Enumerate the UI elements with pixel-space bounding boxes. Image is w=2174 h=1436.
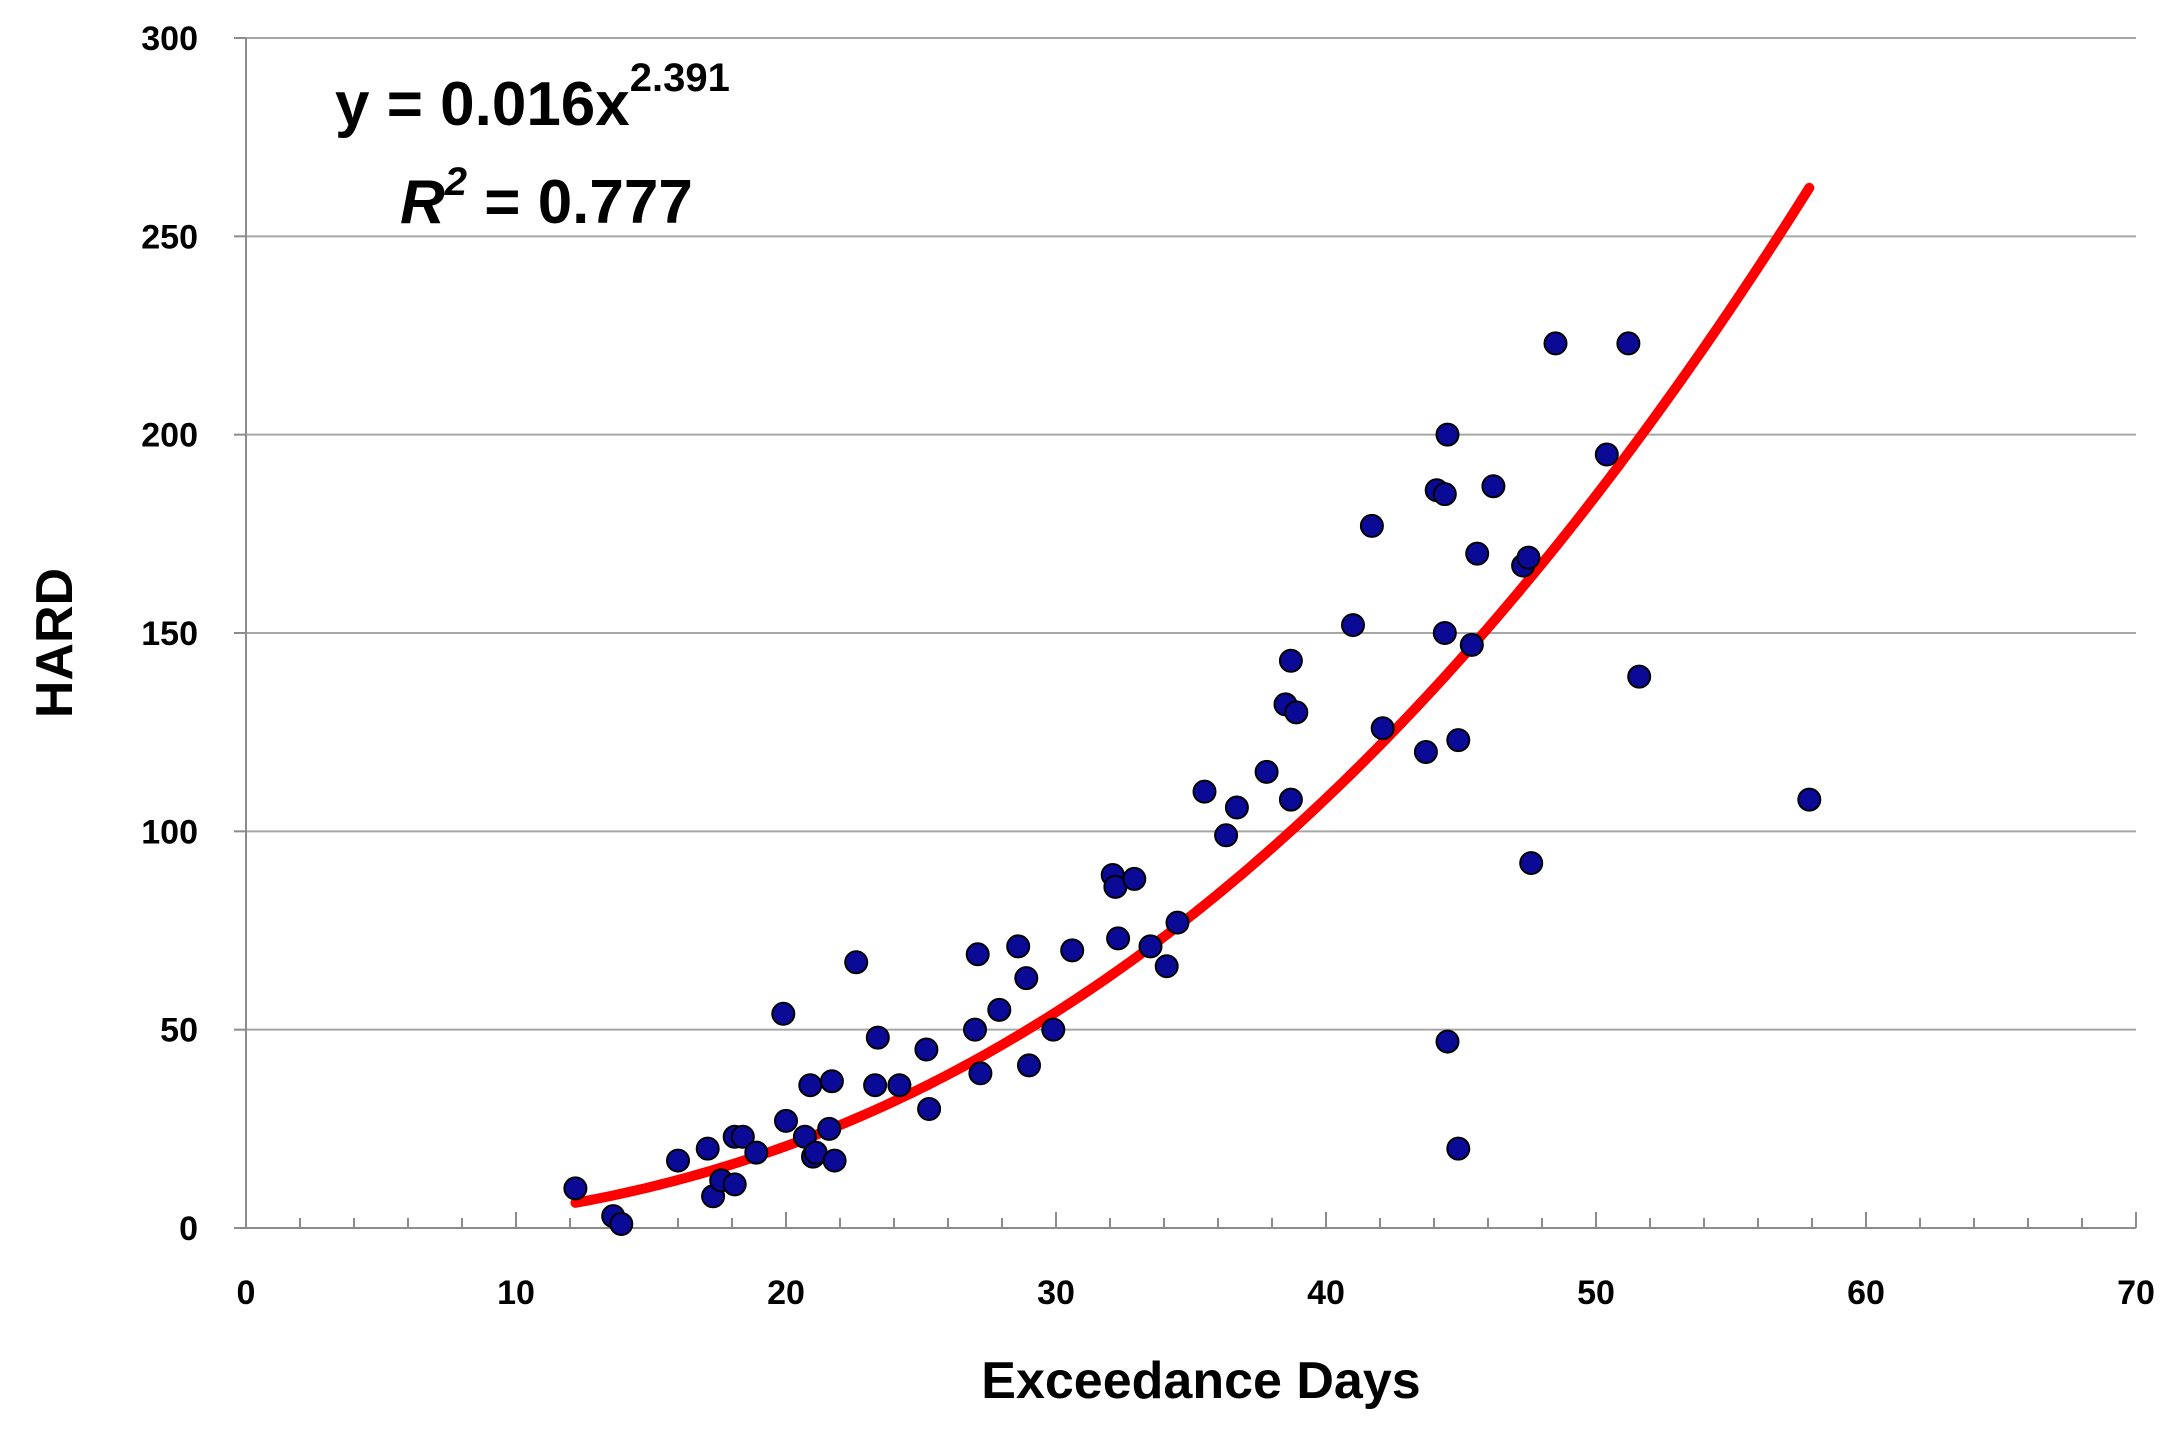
r-squared-value: = 0.777 bbox=[467, 168, 693, 237]
data-points bbox=[563, 331, 1822, 1237]
data-point-48 bbox=[1278, 787, 1303, 812]
data-point-45 bbox=[1254, 759, 1279, 784]
data-point-58 bbox=[1435, 1029, 1460, 1054]
data-point-34 bbox=[1060, 938, 1085, 963]
data-point-68 bbox=[1594, 442, 1619, 467]
grid-lines bbox=[246, 37, 2136, 1031]
data-point-49 bbox=[1284, 700, 1309, 725]
data-point-3 bbox=[666, 1148, 690, 1173]
data-point-42 bbox=[1192, 779, 1217, 804]
data-point-0 bbox=[563, 1176, 588, 1201]
data-point-33 bbox=[1041, 1017, 1066, 1042]
data-point-27 bbox=[965, 942, 990, 967]
data-point-22 bbox=[865, 1025, 890, 1050]
data-point-14 bbox=[798, 1073, 823, 1098]
equation-prefix: y = 0.016x bbox=[335, 70, 630, 139]
data-point-65 bbox=[1516, 545, 1541, 570]
data-point-9 bbox=[730, 1124, 755, 1149]
data-point-20 bbox=[844, 950, 869, 975]
y-tick-label-250: 250 bbox=[141, 218, 198, 256]
x-tick-label-30: 30 bbox=[1037, 1274, 1075, 1312]
y-axis-title: HARD bbox=[26, 568, 84, 718]
data-point-32 bbox=[1017, 1053, 1041, 1078]
data-point-66 bbox=[1519, 851, 1544, 876]
data-point-60 bbox=[1446, 1136, 1471, 1161]
data-point-31 bbox=[1014, 966, 1039, 991]
data-point-43 bbox=[1214, 823, 1239, 848]
data-point-4 bbox=[695, 1136, 720, 1161]
data-point-17 bbox=[817, 1116, 842, 1141]
data-point-57 bbox=[1435, 422, 1460, 447]
y-tick-label-300: 300 bbox=[141, 20, 198, 58]
y-tick-label-150: 150 bbox=[141, 615, 198, 653]
data-point-61 bbox=[1459, 632, 1484, 657]
data-point-59 bbox=[1446, 728, 1471, 753]
data-point-23 bbox=[887, 1073, 912, 1098]
data-point-38 bbox=[1122, 866, 1147, 891]
x-tick-label-10: 10 bbox=[497, 1274, 535, 1312]
data-point-12 bbox=[774, 1108, 798, 1133]
x-tick-label-20: 20 bbox=[767, 1274, 805, 1312]
data-point-10 bbox=[744, 1140, 769, 1165]
power-trendline bbox=[570, 182, 1815, 1208]
data-point-11 bbox=[771, 1001, 796, 1026]
data-point-19 bbox=[822, 1148, 847, 1173]
data-point-51 bbox=[1359, 513, 1384, 538]
data-point-8 bbox=[722, 1172, 747, 1197]
data-point-39 bbox=[1138, 934, 1163, 959]
data-point-67 bbox=[1543, 331, 1568, 356]
x-tick-label-50: 50 bbox=[1577, 1274, 1615, 1312]
data-point-44 bbox=[1224, 795, 1249, 820]
data-point-50 bbox=[1341, 613, 1365, 638]
x-tick-label-60: 60 bbox=[1847, 1274, 1885, 1312]
x-axis-title: Exceedance Days bbox=[981, 1352, 1420, 1410]
equation-exponent: 2.391 bbox=[630, 56, 730, 100]
data-point-26 bbox=[963, 1017, 987, 1042]
trendline-equation: y = 0.016x2.391 bbox=[335, 56, 730, 139]
data-point-52 bbox=[1370, 716, 1395, 741]
data-point-18 bbox=[819, 1069, 844, 1094]
y-tick-label-200: 200 bbox=[141, 417, 198, 455]
data-point-41 bbox=[1165, 910, 1190, 935]
data-point-71 bbox=[1797, 787, 1822, 812]
data-point-47 bbox=[1278, 648, 1303, 673]
x-tick-label-40: 40 bbox=[1307, 1274, 1345, 1312]
r-squared-power: 2 bbox=[444, 160, 467, 204]
y-tick-label-100: 100 bbox=[141, 813, 198, 851]
data-point-2 bbox=[609, 1212, 634, 1237]
data-point-70 bbox=[1627, 664, 1652, 689]
data-point-69 bbox=[1616, 331, 1641, 356]
trendline-group bbox=[570, 182, 1815, 1208]
r-squared: R2 = 0.777 bbox=[400, 160, 693, 237]
data-point-53 bbox=[1413, 740, 1438, 764]
y-tick-labels: 0 50 100 150 200 250 300 bbox=[141, 20, 198, 1248]
x-tick-label-70: 70 bbox=[2117, 1274, 2155, 1312]
data-point-25 bbox=[917, 1097, 942, 1121]
y-tick-label-50: 50 bbox=[160, 1012, 198, 1050]
data-point-21 bbox=[863, 1073, 888, 1098]
x-tick-labels: 0 10 20 30 40 50 60 70 bbox=[237, 1274, 2155, 1312]
tick-marks bbox=[234, 37, 2137, 1229]
data-point-40 bbox=[1154, 954, 1179, 979]
data-point-30 bbox=[1006, 934, 1031, 959]
x-tick-label-0: 0 bbox=[237, 1274, 256, 1312]
data-point-56 bbox=[1432, 621, 1457, 645]
data-point-62 bbox=[1465, 541, 1490, 566]
r-squared-symbol: R bbox=[400, 168, 445, 237]
data-point-55 bbox=[1432, 482, 1457, 507]
data-point-29 bbox=[987, 997, 1012, 1022]
data-point-28 bbox=[968, 1061, 993, 1086]
data-point-37 bbox=[1106, 926, 1131, 951]
data-point-24 bbox=[914, 1037, 939, 1062]
data-point-63 bbox=[1481, 474, 1506, 499]
y-tick-label-0: 0 bbox=[179, 1210, 198, 1248]
